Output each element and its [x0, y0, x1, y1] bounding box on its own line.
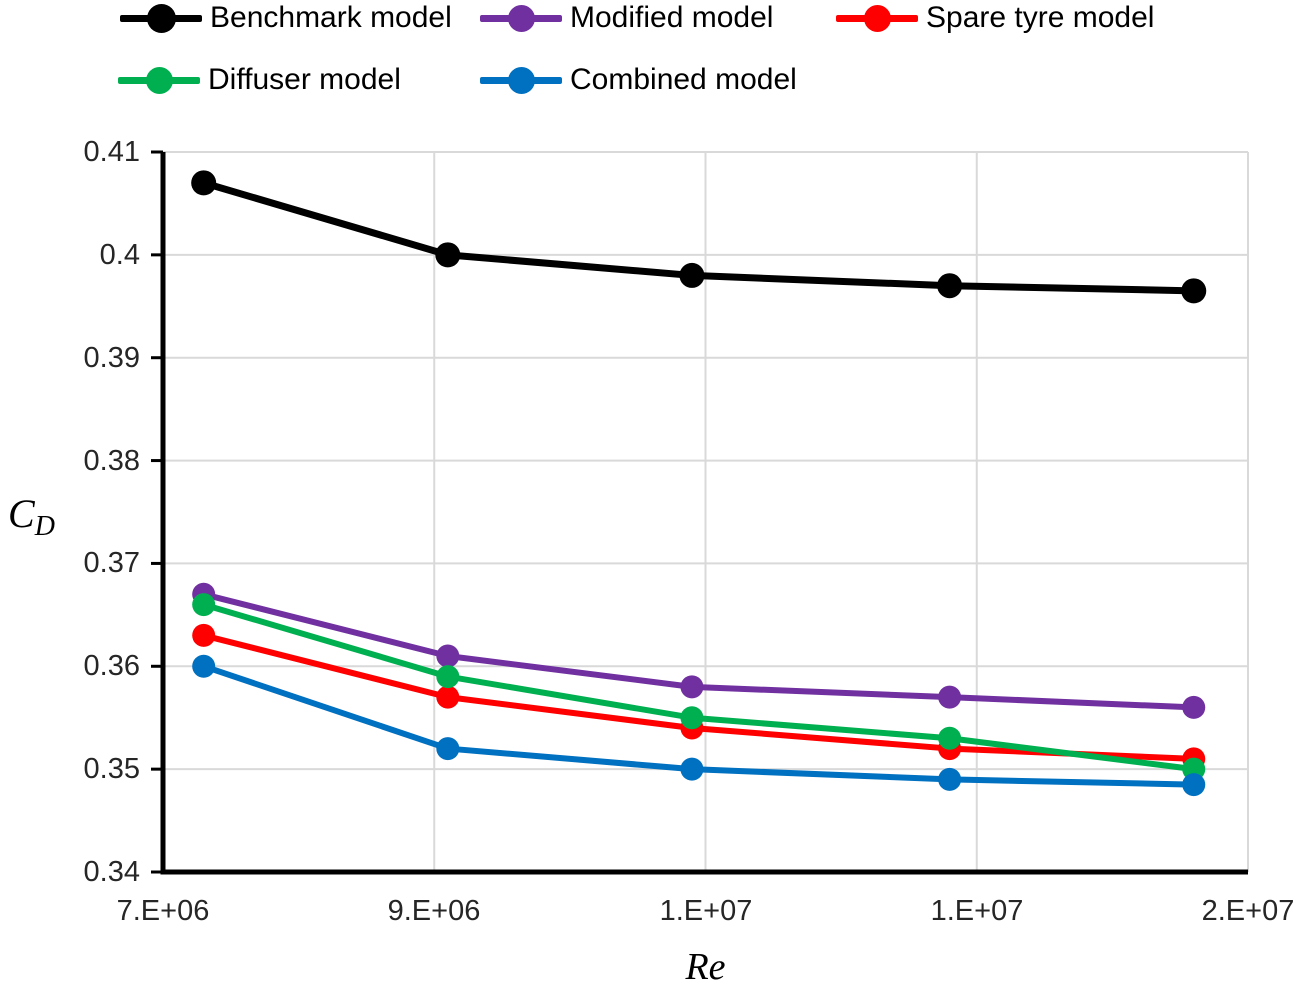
legend-item-modified-model: Modified model: [480, 0, 773, 36]
x-tick-label: 1.E+07: [659, 895, 753, 927]
series-modified-model: [192, 582, 1206, 719]
series-diffuser-model: [192, 593, 1206, 781]
legend-item-combined-model: Combined model: [480, 62, 797, 98]
data-point-benchmark-model: [191, 170, 217, 196]
data-point-modified-model: [680, 675, 704, 699]
legend-marker-modified-model: [480, 1, 562, 35]
series-line-spare-tyre-model: [200, 632, 1197, 762]
y-tick-label: 0.38: [83, 445, 140, 477]
y-tick-label: 0.36: [83, 650, 140, 682]
data-point-modified-model: [938, 685, 962, 709]
y-tick-label: 0.35: [83, 753, 140, 785]
data-point-combined-model: [680, 757, 704, 781]
data-point-combined-model: [192, 654, 216, 678]
legend-label-spare-tyre-model: Spare tyre model: [926, 1, 1155, 34]
series-benchmark-model: [191, 170, 1207, 304]
data-point-combined-model: [938, 767, 962, 791]
legend-item-benchmark-model: Benchmark model: [120, 0, 452, 36]
x-axis-title: Re: [685, 946, 726, 988]
data-point-modified-model: [1182, 695, 1206, 719]
data-point-diffuser-model: [680, 706, 704, 730]
y-tick-label: 0.4: [99, 239, 140, 271]
legend-item-diffuser-model: Diffuser model: [118, 62, 401, 98]
data-point-diffuser-model: [938, 726, 962, 750]
legend-item-spare-tyre-model: Spare tyre model: [836, 0, 1154, 36]
data-point-benchmark-model: [435, 242, 461, 268]
data-point-diffuser-model: [436, 665, 460, 689]
data-point-spare-tyre-model: [436, 685, 460, 709]
y-tick-label: 0.39: [83, 342, 140, 374]
data-point-benchmark-model: [937, 273, 963, 299]
y-tick-label: 0.41: [83, 136, 140, 168]
x-tick-label: 1.E+07: [930, 895, 1024, 927]
legend-label-combined-model: Combined model: [570, 63, 797, 96]
legend-marker-spare-tyre-model: [836, 1, 918, 35]
legend-label-benchmark-model: Benchmark model: [210, 1, 452, 34]
legend-marker-benchmark-model: [120, 1, 202, 35]
y-tick-label: 0.37: [83, 547, 140, 579]
data-point-combined-model: [436, 737, 460, 761]
data-point-benchmark-model: [1181, 278, 1207, 304]
legend-label-modified-model: Modified model: [570, 1, 774, 34]
x-tick-label: 9.E+06: [387, 895, 481, 927]
y-axis-title-subscript: D: [34, 511, 55, 542]
x-tick-label: 7.E+06: [116, 895, 210, 927]
data-point-modified-model: [436, 644, 460, 668]
data-point-benchmark-model: [679, 262, 705, 288]
x-tick-label: 2.E+07: [1201, 895, 1295, 927]
legend-label-diffuser-model: Diffuser model: [208, 63, 401, 96]
legend-marker-diffuser-model: [118, 63, 200, 97]
data-point-diffuser-model: [192, 593, 216, 617]
legend-marker-combined-model: [480, 63, 562, 97]
series-combined-model: [192, 654, 1206, 797]
y-axis-title: CD: [8, 491, 55, 543]
data-point-spare-tyre-model: [192, 623, 216, 647]
y-tick-label: 0.34: [83, 856, 140, 888]
data-point-combined-model: [1182, 773, 1206, 797]
